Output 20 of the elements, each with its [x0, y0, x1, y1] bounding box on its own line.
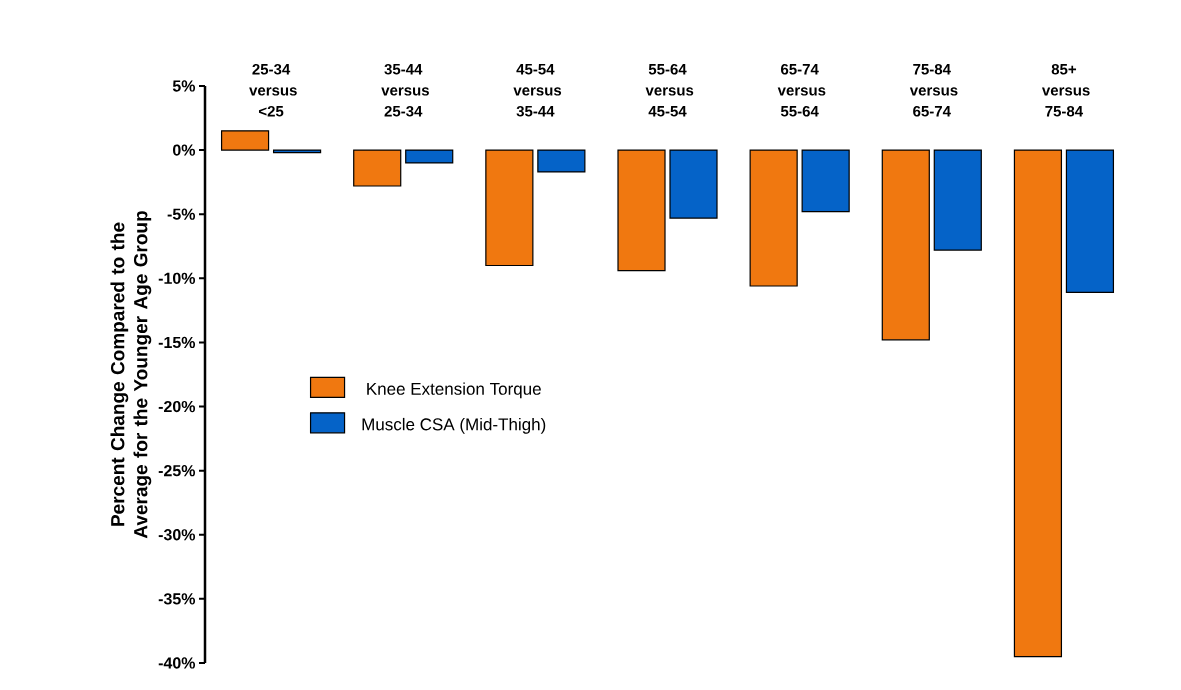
y-tick-label: -15% — [158, 336, 196, 349]
y-tick-label: -10% — [158, 272, 196, 284]
x-tick-label: 35-44 versus 25-34 — [381, 63, 429, 117]
y-tick-label: -35% — [158, 593, 196, 605]
legend-label: Muscle CSA (Mid-Thigh) — [362, 417, 546, 434]
x-tick-label: 45-54 versus 35-44 — [513, 64, 562, 117]
x-tick-label: 85+ versus 75-84 — [1041, 63, 1090, 117]
y-tick-label: -25% — [158, 465, 196, 477]
x-tick-label: 25-34 versus <25 — [249, 63, 297, 117]
x-tick-label: 55-64 versus 45-54 — [645, 63, 694, 117]
x-tick-label: 65-74 versus 55-64 — [777, 63, 826, 117]
legend-label: Knee Extension Torque — [367, 382, 541, 399]
y-tick-label: 5% — [172, 80, 196, 92]
y-tick-label: 0% — [172, 144, 196, 156]
y-tick-label: -20% — [158, 400, 196, 413]
y-tick-label: -40% — [158, 657, 196, 669]
y-axis-title: Percent Change Compared to the Average for the Younger Age Group — [110, 211, 152, 539]
x-tick-label: 75-84 versus 65-74 — [909, 63, 958, 117]
y-tick-label: -5% — [167, 208, 196, 220]
y-tick-label: -30% — [158, 529, 196, 541]
